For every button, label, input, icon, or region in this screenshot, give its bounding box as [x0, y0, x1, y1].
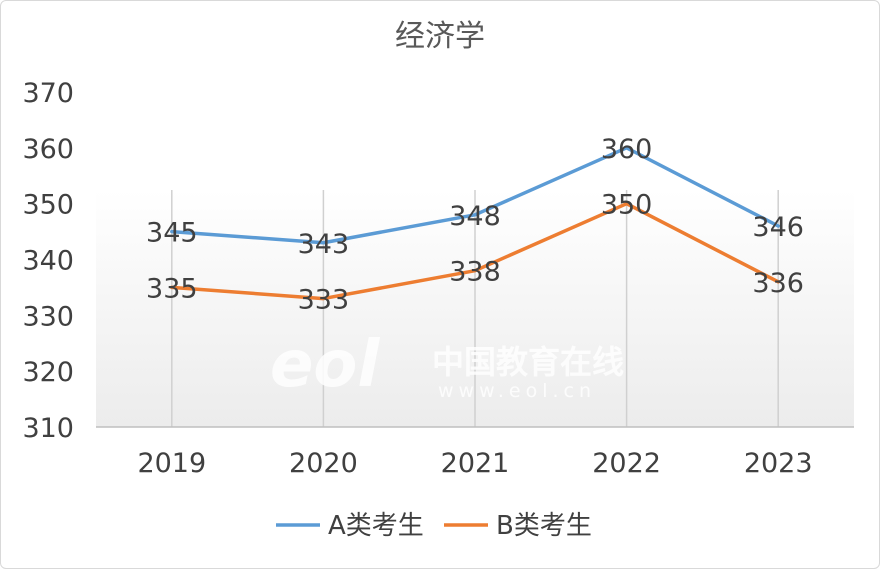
chart-title: 经济学: [395, 19, 485, 54]
data-label: 333: [298, 285, 350, 316]
series-line-a: [170, 146, 780, 245]
y-axis: 310 320 330 340 350 360 370: [22, 78, 74, 444]
grid-lines: [171, 190, 779, 427]
x-tick-label: 2023: [744, 448, 813, 479]
y-tick-label: 350: [22, 190, 74, 221]
x-tick-label: 2020: [289, 448, 358, 479]
data-label: 335: [146, 273, 198, 304]
y-tick-label: 360: [22, 134, 74, 165]
watermark: eol 中国教育在线 www.eol.cn: [270, 328, 624, 402]
y-tick-label: 330: [22, 301, 74, 332]
data-label: 360: [601, 134, 653, 165]
y-tick-label: 370: [22, 78, 74, 109]
x-axis: 2019 2020 2021 2022 2023: [96, 426, 854, 479]
data-label: 346: [752, 212, 804, 243]
x-tick-label: 2022: [592, 448, 661, 479]
data-label: 350: [601, 190, 653, 221]
legend-label: A类考生: [328, 511, 424, 541]
data-label: 343: [298, 229, 350, 260]
watermark-logo: eol: [270, 328, 380, 402]
y-tick-label: 310: [22, 413, 74, 444]
x-tick-label: 2019: [137, 448, 206, 479]
data-label: 336: [752, 268, 804, 299]
y-tick-label: 320: [22, 357, 74, 388]
series-group: 345 343 348 360 346 335 333 338 350 336: [146, 134, 804, 316]
series-line-b: [170, 201, 780, 301]
watermark-url: www.eol.cn: [438, 380, 596, 402]
legend: A类考生 B类考生: [276, 511, 592, 541]
data-label: 338: [449, 257, 501, 288]
data-label: 345: [146, 218, 198, 249]
data-label: 348: [449, 201, 501, 232]
watermark-name: 中国教育在线: [432, 343, 624, 381]
y-tick-label: 340: [22, 246, 74, 277]
legend-label: B类考生: [496, 511, 592, 541]
x-tick-label: 2021: [441, 448, 510, 479]
